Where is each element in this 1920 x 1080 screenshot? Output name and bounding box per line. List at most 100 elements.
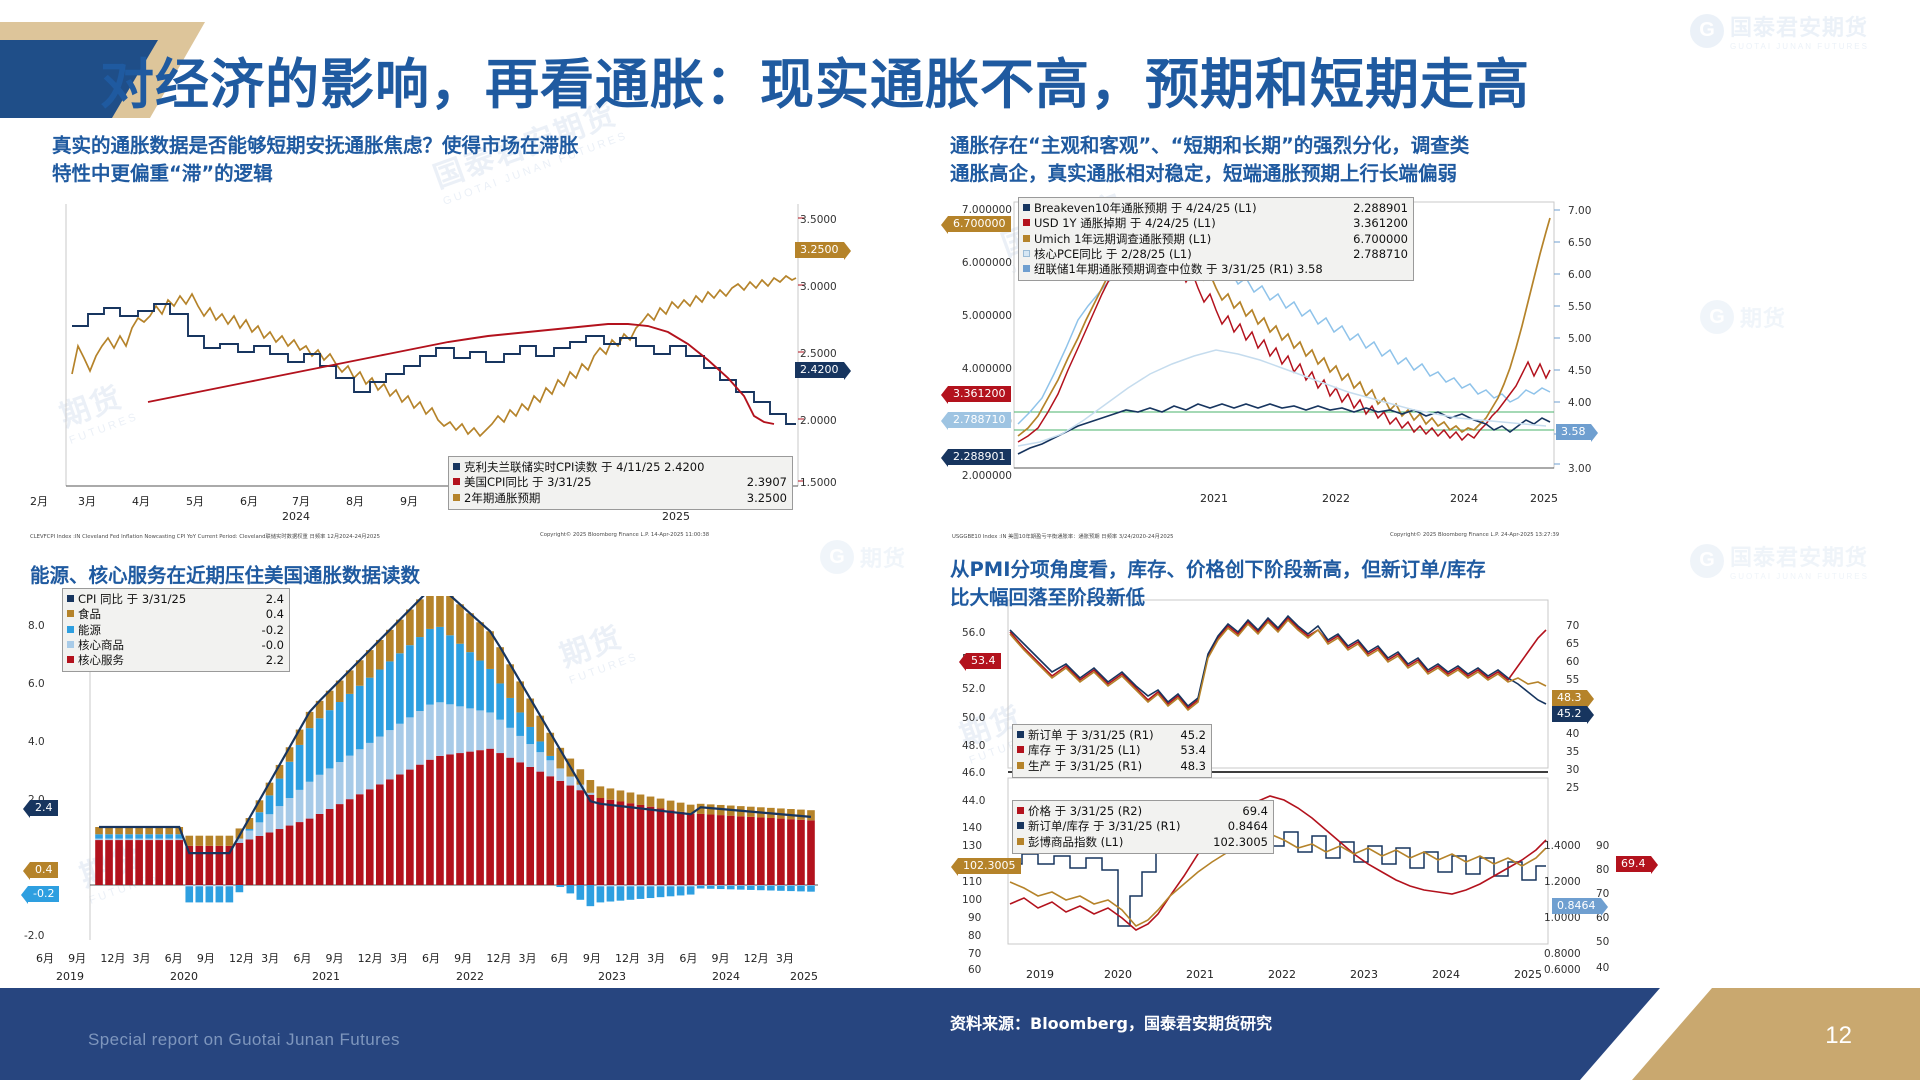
- chart2-xtick: 2021: [1200, 492, 1228, 505]
- chart1-tag-gold: 3.2500: [795, 242, 850, 260]
- legend-swatch-icon: [1023, 234, 1030, 242]
- chart4-ytick-ll: 130: [962, 840, 983, 852]
- chart1-ytick: 2.5000: [800, 348, 837, 360]
- legend-swatch-icon: [1017, 731, 1024, 738]
- chart1-xyear: 2025: [662, 510, 690, 523]
- chart4-ytick-ul: 46.0: [962, 767, 986, 779]
- chart3-xtick: 3月: [647, 952, 666, 965]
- page-title: 对经济的影响，再看通胀：现实通胀不高，预期和短期走高: [100, 53, 1530, 116]
- chart4-legend-lower: 价格 于 3/31/25 (R2) 69.4 新订单/库存 于 3/31/25 …: [1012, 800, 1274, 854]
- legend-value: 53.4: [1180, 743, 1206, 758]
- chart4-ytick-ul: 44.0: [962, 795, 986, 807]
- chart3-xtick: 6月: [164, 952, 183, 965]
- header-navy-shape: [0, 40, 158, 118]
- chart2-xtick: 2025: [1530, 492, 1558, 505]
- legend-label: 库存 于 3/31/25 (L1): [1028, 743, 1141, 758]
- chart3-tag-cpi: 2.4: [23, 800, 58, 818]
- chart1-tag-navy: 2.4200: [795, 362, 850, 380]
- legend-label: 食品: [78, 607, 101, 622]
- chart3-xtick: 12月: [486, 952, 512, 965]
- legend-item: USD 1Y 通胀掉期 于 4/24/25 (L1) 3.361200: [1023, 216, 1408, 231]
- chart2-ytick-left: 4.000000: [961, 363, 1012, 375]
- chart2-legend: Breakeven10年通胀预期 于 4/24/25 (L1) 2.288901…: [1018, 197, 1414, 282]
- chart2-ytick-right: 7.00: [1568, 205, 1592, 217]
- chart4-ytick-lr2: 50: [1596, 936, 1610, 948]
- legend-label: CPI 同比 于 3/31/25: [78, 592, 187, 606]
- legend-value: -0.0: [261, 637, 284, 652]
- legend-value: 2.788710: [1353, 246, 1408, 261]
- legend-value: 2.3907: [746, 475, 787, 490]
- chart4-ytick-lr: 0.6000: [1544, 964, 1581, 976]
- chart2-xtick: 2022: [1322, 492, 1350, 505]
- chart3-xyear: 2024: [712, 970, 740, 983]
- chart4-tag-production: 48.3: [1552, 690, 1593, 708]
- legend-item: 2年期通胀预期 3.2500: [453, 491, 787, 506]
- chart1-xtick: 5月: [186, 495, 204, 508]
- chart1-xyear: 2024: [282, 510, 310, 523]
- chart3-xtick: 12月: [100, 952, 126, 965]
- chart4-ytick-lr: 1.4000: [1544, 840, 1581, 852]
- chart2-ytick-left: 5.000000: [961, 310, 1012, 322]
- chart2-ytick-right: 5.00: [1568, 333, 1592, 345]
- chart4-ytick-ur: 70: [1566, 620, 1580, 632]
- chart-cpi-nowcast: [28, 196, 838, 526]
- chart3-xtick: 3月: [518, 952, 537, 965]
- legend-value: 69.4: [1242, 804, 1268, 818]
- chart4-ytick-ul: 48.0: [962, 740, 986, 752]
- chart3-xyear: 2020: [170, 970, 198, 983]
- chart2-ytick-right: 6.00: [1568, 269, 1592, 281]
- legend-value: 6.700000: [1353, 231, 1408, 246]
- legend-swatch-icon: [67, 640, 74, 648]
- logo-text: 期货: [860, 546, 907, 571]
- legend-swatch-icon: [1017, 761, 1024, 769]
- chart3-xtick: 9月: [582, 952, 601, 965]
- footer-left-text: Special report on Guotai Junan Futures: [88, 1030, 400, 1049]
- chart1-xtick: 9月: [400, 495, 418, 508]
- chart3-xtick: 9月: [196, 952, 215, 965]
- logo-mark: G: [820, 540, 854, 574]
- chart4-tag-bcom: 102.3005: [951, 858, 1021, 876]
- legend-swatch-icon: [453, 478, 460, 486]
- chart3-xtick: 12月: [357, 952, 383, 965]
- legend-label: 克利夫兰联储实时CPI读数 于 4/11/25 2.4200: [464, 460, 705, 474]
- section-title-top-right: 通胀存在“主观和客观”、“短期和长期”的强烈分化，调查类 通胀高企，真实通胀相对…: [950, 134, 1470, 185]
- chart3-xtick: 6月: [422, 952, 440, 965]
- chart2-ytick-right: 6.50: [1568, 237, 1592, 249]
- chart4-ytick-ll: 80: [968, 930, 982, 942]
- legend-swatch-icon: [1023, 219, 1030, 227]
- legend-item: 克利夫兰联储实时CPI读数 于 4/11/25 2.4200: [453, 460, 787, 475]
- chart1-ytick: 1.5000: [800, 477, 837, 489]
- chart4-ytick-ur: 35: [1566, 746, 1580, 758]
- legend-swatch-icon: [67, 656, 74, 664]
- chart3-xtick: 9月: [454, 952, 473, 965]
- chart2-ytick-right: 4.00: [1568, 397, 1592, 409]
- legend-item: CPI 同比 于 3/31/25 2.4: [67, 592, 284, 607]
- chart4-tag-neworders: 45.2: [1552, 706, 1593, 724]
- legend-value: 0.8464: [1227, 819, 1268, 834]
- chart3-ytick: 8.0: [28, 620, 45, 632]
- chart3-xyear: 2023: [598, 970, 626, 983]
- legend-value: 3.2500: [746, 490, 787, 505]
- chart3-xyear: 2021: [312, 970, 340, 983]
- chart2-ytick-right: 3.00: [1568, 463, 1592, 475]
- chart2-xtick: 2024: [1450, 492, 1478, 505]
- chart1-footnote-left: CLEVFCPI Index :IN Cleveland Fed Inflati…: [30, 534, 381, 540]
- chart1-ytick: 3.5000: [800, 214, 837, 226]
- legend-swatch-icon: [67, 610, 74, 618]
- chart3-xtick: 12月: [615, 952, 640, 965]
- legend-value: 3.361200: [1353, 216, 1408, 231]
- legend-item: 彭博商品指数 (L1) 102.3005: [1017, 835, 1268, 850]
- chart4-xtick: 2019: [1026, 968, 1054, 981]
- chart4-ytick-ur: 60: [1566, 656, 1580, 668]
- section-title-top-left: 真实的通胀数据是否能够短期安抚通胀焦虑？使得市场在滞胀 特性中更偏重“滞”的逻辑: [52, 134, 579, 185]
- chart4-ytick-ul: 56.0: [962, 627, 986, 639]
- chart4-ytick-ul: 52.0: [962, 683, 986, 695]
- footer-page-number: 12: [1825, 1022, 1852, 1049]
- chart2-ytick-left: 6.000000: [961, 257, 1012, 269]
- chart3-ytick: 6.0: [28, 678, 45, 690]
- legend-swatch-icon: [1017, 746, 1024, 754]
- legend-value: 2.288901: [1353, 201, 1408, 215]
- chart4-xtick: 2020: [1104, 968, 1132, 981]
- chart-cpi-nowcast-plot: [65, 204, 804, 487]
- watermark-logo: G 期货: [1700, 300, 1786, 334]
